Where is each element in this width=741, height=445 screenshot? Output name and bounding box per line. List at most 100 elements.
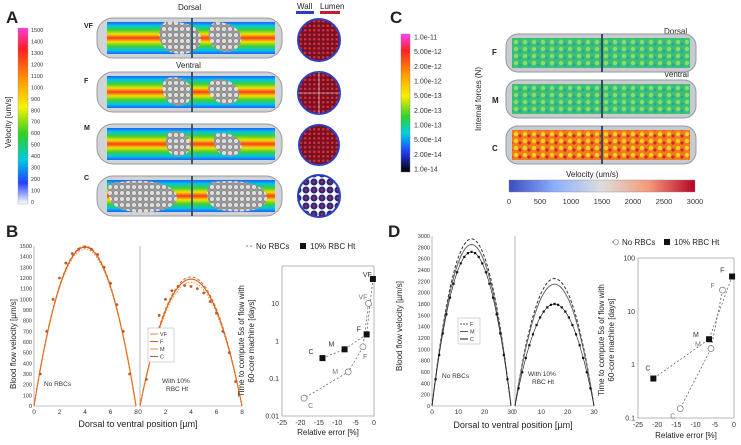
vessel-m xyxy=(96,123,283,165)
d-legend-entry: F xyxy=(470,322,474,328)
cost-x-tick-label: -25 xyxy=(633,422,643,429)
cost-x-tick-label: -10 xyxy=(691,422,701,429)
profile-point-c xyxy=(553,302,556,306)
colorbar-tick-label: 1100 xyxy=(31,74,43,80)
cost-point-label: VF xyxy=(358,295,367,302)
colorbar-tick-label: 1000 xyxy=(31,85,43,91)
d-cost-xlabel: Relative error [%] xyxy=(655,431,717,440)
x-tick-label: 20 xyxy=(481,409,489,416)
colorbar-tick-label: 900 xyxy=(31,97,40,103)
b-legend-entry: VF xyxy=(160,332,168,338)
cost-y-tick-label: 100 xyxy=(623,256,635,263)
y-tick-label: 200 xyxy=(23,383,32,389)
panel-letter-d: D xyxy=(388,222,401,241)
profile-point-c xyxy=(456,271,459,274)
profile-point-c xyxy=(109,281,112,285)
x-tick-label: 2 xyxy=(58,409,62,416)
b-cost-ylabel-2: 60-core machine [days] xyxy=(247,299,256,382)
y-tick-label: 3000 xyxy=(418,234,430,240)
y-tick-label: 1000 xyxy=(418,347,430,353)
colorbar-tick-label: 500 xyxy=(31,143,40,149)
cost-line-no-rbc xyxy=(303,303,369,399)
vessel-f xyxy=(96,71,283,113)
profile-point-c xyxy=(227,351,231,355)
cost-point-label: VF xyxy=(363,272,372,279)
cost-x-tick-label: 0 xyxy=(372,420,376,427)
cost-point-label: C xyxy=(670,414,675,421)
y-tick-label: 1400 xyxy=(20,255,32,261)
profile-point-c xyxy=(144,377,148,381)
profile-point-c xyxy=(438,353,441,357)
force-tick-label: 5.00e-14 xyxy=(414,137,442,144)
c-row-label-f: F xyxy=(492,48,497,57)
y-tick-label: 0 xyxy=(29,404,32,410)
cost-x-tick-label: -10 xyxy=(332,420,342,427)
y-tick-label: 0 xyxy=(427,404,430,410)
profile-point-c xyxy=(484,271,487,274)
x-tick-label: 0 xyxy=(430,409,434,416)
colorbar-tick-label: 1500 xyxy=(31,28,43,34)
cost-x-tick-label: -5 xyxy=(712,422,718,429)
y-tick-label: 1800 xyxy=(418,302,430,308)
cost-point-with-rbc xyxy=(341,346,348,353)
profile-point-c xyxy=(528,344,531,347)
cost-point-no-rbc xyxy=(300,394,308,402)
panel-letter-b: B xyxy=(6,222,19,241)
profile-point-c xyxy=(452,282,455,285)
d-cost-ylabel-2: 60-core machine [days] xyxy=(607,298,616,381)
cost-point-with-rbc xyxy=(363,331,370,338)
cost-x-tick-label: -25 xyxy=(277,420,287,427)
b-with-rbc-label-1: With 10% xyxy=(162,378,190,385)
cost-y-tick-label: 1 xyxy=(631,362,635,369)
b-legend-entry: M xyxy=(160,347,165,353)
c-row-label-c: C xyxy=(492,144,498,153)
profile-point-c xyxy=(45,329,49,333)
dorsal-label-c: Dorsal xyxy=(664,27,688,36)
profile-point-c xyxy=(574,333,578,336)
profile-point-c xyxy=(164,297,167,301)
cost-point-no-rbc xyxy=(359,343,367,351)
cost-y-tick-label: 10 xyxy=(627,309,635,316)
d-profile-legend: FMC xyxy=(457,317,481,345)
x-tick-label: 4 xyxy=(189,409,193,416)
colorbar-tick-label: 0 xyxy=(31,200,34,206)
profile-point-c xyxy=(176,285,180,288)
cost-point-label: F xyxy=(720,267,724,274)
profile-point-c xyxy=(473,252,477,255)
cost-point-label: C xyxy=(308,403,313,410)
profile-point-c xyxy=(502,353,505,357)
y-tick-label: 2600 xyxy=(418,257,430,263)
profile-point-c xyxy=(560,306,563,309)
dorsal-label-a: Dorsal xyxy=(178,3,202,12)
x-tick-label: 0 xyxy=(138,409,142,416)
d-xlabel: Dorsal to ventral position [µm] xyxy=(453,420,572,430)
profile-point-c xyxy=(234,380,238,383)
y-tick-label: 2800 xyxy=(418,245,430,251)
row-label-f: F xyxy=(84,78,89,85)
profile-point-c xyxy=(51,297,55,301)
profile-line-f xyxy=(514,277,595,407)
profile-point-c xyxy=(128,372,132,376)
row-label-c: C xyxy=(84,175,90,182)
d-legend-entry: C xyxy=(470,337,474,343)
cost-point-label: M xyxy=(329,341,335,348)
vessel-c-m xyxy=(505,79,697,119)
profile-point-c xyxy=(96,253,100,256)
x-tick-label: 30 xyxy=(590,409,598,416)
profile-point-c xyxy=(102,265,106,269)
profile-point-c xyxy=(189,285,193,288)
cost-point-label: F xyxy=(363,354,367,361)
cost-point-no-rbc xyxy=(344,368,352,376)
row-label-vf: VF xyxy=(84,23,93,30)
vessel-c-f xyxy=(505,33,697,73)
cost-point-label: M xyxy=(693,332,699,339)
vessel-c-c xyxy=(505,125,697,165)
profile-point-c xyxy=(521,371,524,374)
y-tick-label: 1600 xyxy=(418,313,430,319)
profile-point-c xyxy=(542,310,545,313)
force-tick-label: 5.00e-13 xyxy=(414,93,442,100)
lumen-legend-swatch xyxy=(320,11,340,14)
y-tick-label: 2000 xyxy=(418,291,430,297)
force-tick-label: 2.00e-14 xyxy=(414,152,442,159)
profile-line-m xyxy=(33,248,137,407)
